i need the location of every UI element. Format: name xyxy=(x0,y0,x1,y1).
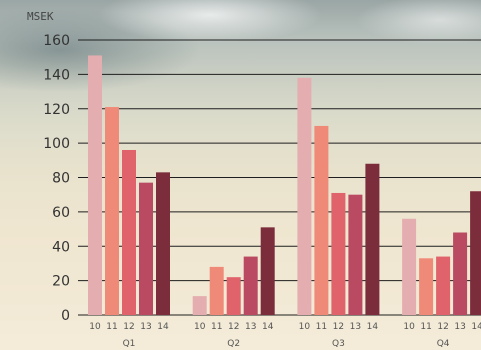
x-tick-label: 14 xyxy=(367,322,379,332)
x-tick-label: 13 xyxy=(245,322,256,332)
bar xyxy=(314,125,329,315)
bar xyxy=(436,256,451,315)
group-label: Q1 xyxy=(123,339,136,349)
x-tick-label: 14 xyxy=(262,322,274,332)
x-tick-label: 11 xyxy=(420,322,431,332)
x-tick-label: 14 xyxy=(471,322,481,332)
x-tick-label: 10 xyxy=(89,322,101,332)
bar xyxy=(192,296,207,315)
y-tick-label: 80 xyxy=(52,171,70,187)
y-tick-label: 20 xyxy=(52,274,70,290)
x-tick-label: 12 xyxy=(123,322,134,332)
bar xyxy=(209,266,224,315)
x-tick-label: 11 xyxy=(316,322,327,332)
x-tick-label: 12 xyxy=(437,322,448,332)
bar xyxy=(331,192,346,315)
group-label: Q4 xyxy=(437,339,450,349)
bar xyxy=(260,227,275,315)
bar xyxy=(88,55,102,315)
x-axis-labels: 10 11 12 13 14 Q1 10 11 12 13 14 Q2 10 11 12 13 14 Q3 10 11… xyxy=(89,322,481,349)
bars xyxy=(88,55,481,315)
y-axis-ticks: 0 20 40 60 80 100 120 140 160 xyxy=(43,33,70,324)
bar xyxy=(453,232,468,315)
bar xyxy=(297,77,312,315)
group-label: Q3 xyxy=(332,339,345,349)
bar xyxy=(365,163,380,315)
y-tick-label: 0 xyxy=(61,308,70,324)
x-tick-label: 12 xyxy=(333,322,344,332)
x-tick-label: 10 xyxy=(403,322,415,332)
y-tick-label: 160 xyxy=(43,33,70,49)
bar xyxy=(105,107,119,315)
x-tick-label: 13 xyxy=(140,322,151,332)
bar xyxy=(156,172,170,315)
y-tick-label: 100 xyxy=(43,136,70,152)
group-label: Q2 xyxy=(227,339,240,349)
bar xyxy=(139,182,153,315)
y-tick-label: 140 xyxy=(43,67,70,83)
x-tick-label: 12 xyxy=(228,322,239,332)
y-tick-label: 60 xyxy=(52,205,70,221)
y-axis-unit-label: MSEK xyxy=(27,10,54,23)
x-tick-label: 10 xyxy=(299,322,311,332)
x-tick-label: 11 xyxy=(211,322,222,332)
x-tick-label: 14 xyxy=(157,322,169,332)
bar xyxy=(402,218,417,315)
bar xyxy=(243,256,258,315)
bar xyxy=(419,258,434,315)
y-tick-label: 40 xyxy=(52,239,70,255)
x-tick-label: 13 xyxy=(350,322,361,332)
bar xyxy=(226,277,241,315)
bar xyxy=(122,150,136,315)
x-tick-label: 13 xyxy=(454,322,465,332)
x-tick-label: 11 xyxy=(106,322,117,332)
y-tick-label: 120 xyxy=(43,102,70,118)
bar xyxy=(470,191,481,315)
x-tick-label: 10 xyxy=(194,322,206,332)
bar xyxy=(348,194,363,315)
